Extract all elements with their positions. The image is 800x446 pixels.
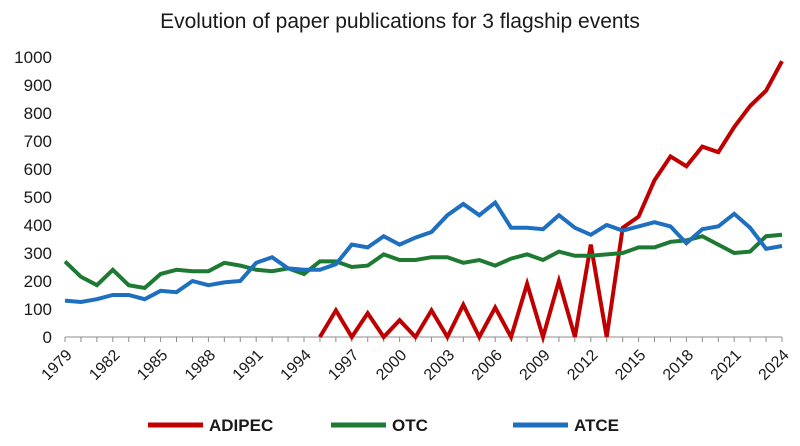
x-tick-label: 2012 xyxy=(564,347,601,384)
x-tick-label: 2021 xyxy=(708,347,745,384)
y-tick-label: 300 xyxy=(24,244,52,263)
x-tick-label: 2009 xyxy=(517,347,554,384)
x-tick-label: 2000 xyxy=(373,347,410,384)
legend-label-otc: OTC xyxy=(392,416,428,435)
x-tick-label: 2024 xyxy=(756,347,793,384)
legend: ADIPEC OTC ATCE xyxy=(148,416,619,435)
chart-title: Evolution of paper publications for 3 fl… xyxy=(160,10,640,33)
y-tick-label: 200 xyxy=(24,272,52,291)
x-tick-label: 2015 xyxy=(612,347,649,384)
y-axis: 0 100 200 300 400 500 600 700 800 900 1000 xyxy=(14,48,52,347)
x-tick-label: 1979 xyxy=(39,347,76,384)
x-tick-label: 1982 xyxy=(86,347,123,384)
y-tick-label: 600 xyxy=(24,160,52,179)
series-layer xyxy=(63,60,784,345)
series-line-adipec xyxy=(318,60,784,345)
y-tick-label: 400 xyxy=(24,216,52,235)
x-tick-label: 2006 xyxy=(469,347,506,384)
y-tick-label: 1000 xyxy=(14,48,52,67)
x-tick-label: 1994 xyxy=(278,347,315,384)
legend-label-atce: ATCE xyxy=(574,416,619,435)
x-tick-label: 1985 xyxy=(134,347,171,384)
x-tick-label: 2003 xyxy=(421,347,458,384)
x-tick-label: 1988 xyxy=(182,347,219,384)
x-tick-label: 1997 xyxy=(325,347,362,384)
legend-label-adipec: ADIPEC xyxy=(209,416,273,435)
y-tick-label: 0 xyxy=(43,328,52,347)
y-tick-label: 800 xyxy=(24,104,52,123)
series-line-otc xyxy=(63,232,783,291)
y-tick-label: 500 xyxy=(24,188,52,207)
y-tick-label: 700 xyxy=(24,132,52,151)
y-tick-label: 100 xyxy=(24,300,52,319)
y-tick-label: 900 xyxy=(24,76,52,95)
x-tick-label: 1991 xyxy=(230,347,267,384)
series-line-atce xyxy=(64,199,783,305)
x-tick-label: 2018 xyxy=(660,347,697,384)
x-axis: 1979 1982 1985 1988 1991 1994 1997 2000 2003 2006… xyxy=(39,336,793,384)
